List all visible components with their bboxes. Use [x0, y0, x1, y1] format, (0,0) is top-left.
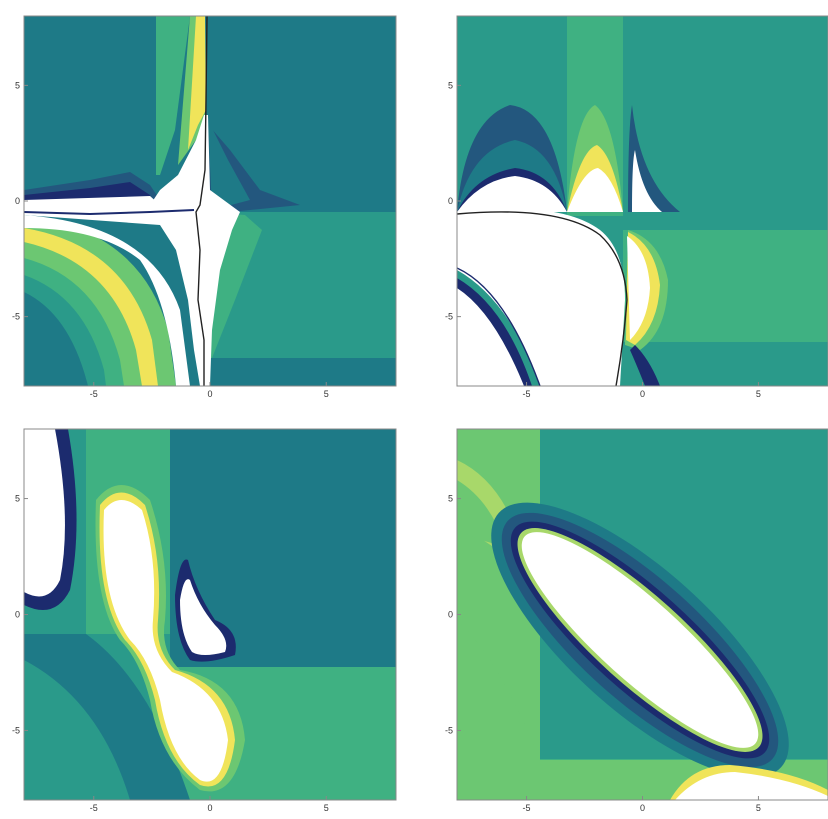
y-tick-label: -5 [12, 312, 20, 322]
x-tick-label: 0 [207, 803, 212, 813]
y-tick-label: 5 [448, 80, 453, 90]
x-tick-label: 5 [756, 803, 761, 813]
y-tick-label: -5 [445, 312, 453, 322]
x-tick-label: -5 [523, 803, 531, 813]
panel-bottom-right [456, 428, 828, 801]
y-tick-label: -5 [445, 725, 453, 735]
x-tick-label: -5 [90, 389, 98, 399]
y-tick-label: 0 [448, 610, 453, 620]
x-tick-label: -5 [90, 803, 98, 813]
x-tick-label: -5 [523, 389, 531, 399]
y-tick-label: 0 [448, 196, 453, 206]
y-tick-label: 5 [15, 80, 20, 90]
panel-bottom-left [23, 428, 397, 801]
x-tick-label: 5 [324, 803, 329, 813]
panel-top-left [23, 15, 397, 387]
x-tick-label: 0 [640, 803, 645, 813]
x-tick-label: 5 [756, 389, 761, 399]
y-tick-label: 5 [448, 494, 453, 504]
panel-top-right [456, 15, 828, 387]
y-tick-label: 5 [15, 494, 20, 504]
x-tick-label: 0 [207, 389, 212, 399]
x-tick-label: 5 [324, 389, 329, 399]
y-tick-label: 0 [15, 196, 20, 206]
x-tick-label: 0 [640, 389, 645, 399]
y-tick-label: -5 [12, 725, 20, 735]
y-tick-label: 0 [15, 610, 20, 620]
